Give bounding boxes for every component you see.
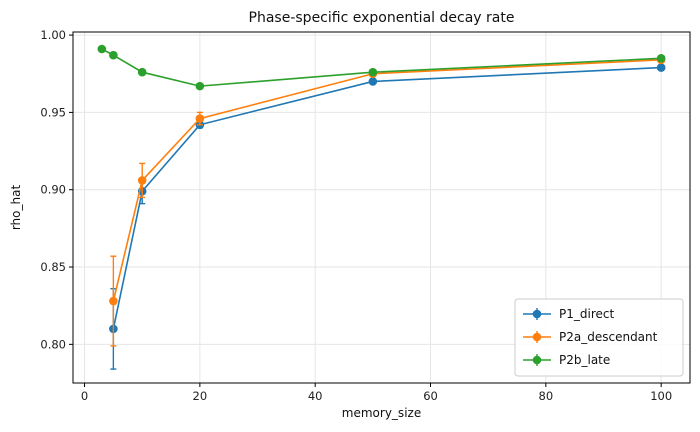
- data-point: [137, 67, 147, 77]
- x-tick-label: 100: [650, 389, 672, 403]
- data-point: [195, 114, 205, 123]
- x-tick-label: 20: [193, 389, 208, 403]
- grid-layer: [73, 32, 690, 383]
- x-tick-label: 40: [308, 389, 323, 403]
- data-point: [109, 50, 118, 60]
- legend-entry: P2a_descendant: [523, 330, 658, 344]
- x-tick-label: 60: [423, 389, 438, 403]
- legend-label: P2b_late: [559, 353, 610, 367]
- data-point: [368, 67, 378, 77]
- y-tick-label: 0.90: [40, 183, 66, 197]
- plot-frame: [72, 31, 691, 384]
- data-point: [195, 81, 205, 91]
- legend-marker: [532, 332, 542, 342]
- series-layer: [97, 44, 666, 370]
- legend-entry: P1_direct: [523, 307, 614, 321]
- legend-box: [514, 298, 684, 377]
- legend-label: P1_direct: [559, 307, 614, 321]
- legend-marker: [532, 355, 542, 365]
- y-tick-label: 0.95: [40, 105, 66, 119]
- data-point: [656, 53, 666, 63]
- series-P2a_descendant: [109, 55, 666, 347]
- legend-entry: P2b_late: [523, 353, 610, 367]
- data-point: [97, 44, 107, 54]
- data-point: [109, 296, 118, 306]
- legend-marker: [532, 309, 542, 319]
- y-tick-label: 1.00: [40, 28, 66, 42]
- data-point: [137, 176, 147, 185]
- y-tick-label: 0.80: [40, 337, 66, 351]
- data-point: [656, 63, 666, 72]
- legend: P1_direct P2a_descendant P2b_late: [514, 298, 684, 377]
- x-axis-label: memory_size: [342, 406, 421, 420]
- legend-label: P2a_descendant: [559, 330, 658, 344]
- series-P2b_late: [97, 44, 666, 91]
- series-line: [112, 66, 662, 330]
- y-axis-label: rho_hat: [9, 185, 23, 231]
- axis-layer: 0 20 40 60 80 100 0.80 0.85 0.90 0.95 1.00: [40, 28, 672, 403]
- chart-title: Phase-specific exponential decay rate: [249, 10, 515, 26]
- series-line: [112, 59, 662, 302]
- x-tick-label: 0: [81, 389, 88, 403]
- data-point: [368, 77, 378, 86]
- x-tick-label: 80: [539, 389, 554, 403]
- y-tick-label: 0.85: [40, 260, 66, 274]
